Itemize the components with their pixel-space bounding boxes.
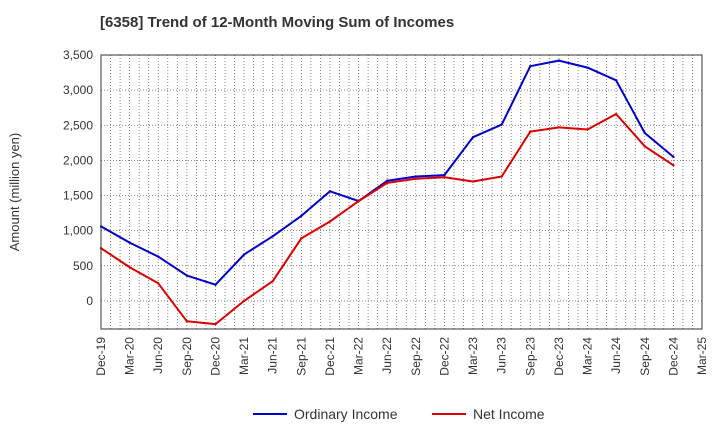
chart-title: [6358] Trend of 12-Month Moving Sum of I… bbox=[100, 14, 455, 31]
data-point bbox=[443, 176, 446, 179]
x-tick-label: Jun-24 bbox=[609, 337, 623, 374]
x-tick-labels: Dec-19 Mar-20 Jun-20 Sep-20 Dec-20 Mar-21 Jun-… bbox=[94, 337, 709, 376]
data-point bbox=[328, 220, 332, 223]
y-tick-label: 2,000 bbox=[63, 153, 93, 167]
data-point bbox=[242, 253, 246, 256]
x-tick-label: Sep-22 bbox=[409, 337, 423, 376]
x-tick-label: Dec-20 bbox=[208, 337, 222, 376]
data-point bbox=[242, 299, 246, 303]
data-point bbox=[185, 274, 189, 277]
data-point bbox=[300, 214, 303, 218]
data-point bbox=[443, 173, 446, 177]
data-point bbox=[672, 155, 675, 159]
data-point bbox=[300, 237, 303, 240]
data-point bbox=[214, 322, 217, 326]
x-tick-label: Jun-20 bbox=[151, 337, 165, 374]
data-point bbox=[385, 179, 389, 182]
data-point bbox=[185, 320, 189, 323]
data-point bbox=[471, 180, 475, 183]
data-point bbox=[614, 112, 618, 116]
legend-label: Ordinary Income bbox=[294, 406, 398, 422]
data-point bbox=[271, 235, 274, 238]
data-point bbox=[471, 136, 475, 139]
data-point bbox=[557, 126, 561, 129]
data-point bbox=[500, 123, 503, 126]
data-point bbox=[614, 79, 618, 82]
x-tick-label: Sep-23 bbox=[523, 337, 537, 376]
legend-label: Net Income bbox=[473, 406, 545, 422]
y-tick-label: 2,500 bbox=[63, 118, 93, 132]
y-axis-title: Amount (million yen) bbox=[7, 133, 22, 252]
x-tick-label: Mar-24 bbox=[581, 337, 595, 375]
data-point bbox=[414, 177, 418, 180]
data-point bbox=[128, 265, 131, 269]
x-tick-label: Jun-21 bbox=[266, 337, 280, 374]
data-point bbox=[385, 181, 389, 185]
data-point bbox=[414, 175, 418, 178]
plot-frame bbox=[100, 54, 703, 330]
x-tick-label: Dec-22 bbox=[437, 337, 451, 376]
data-point bbox=[557, 59, 561, 62]
y-tick-label: 3,000 bbox=[63, 83, 93, 97]
data-point bbox=[529, 65, 532, 68]
x-tick-label: Mar-25 bbox=[695, 337, 709, 375]
data-point bbox=[643, 131, 646, 135]
y-tick-label: 500 bbox=[73, 259, 93, 273]
x-tick-label: Sep-21 bbox=[294, 337, 308, 376]
data-point bbox=[128, 241, 131, 244]
data-point bbox=[157, 282, 160, 285]
data-point bbox=[214, 283, 217, 286]
data-point bbox=[672, 164, 675, 167]
data-point bbox=[328, 190, 332, 193]
data-point bbox=[500, 175, 503, 178]
series-lines bbox=[99, 59, 675, 326]
data-point bbox=[529, 130, 532, 133]
x-tick-label: Jun-23 bbox=[495, 337, 509, 374]
x-tick-label: Dec-23 bbox=[552, 337, 566, 376]
data-point bbox=[271, 280, 274, 283]
x-tick-label: Mar-23 bbox=[466, 337, 480, 375]
plot-background bbox=[101, 55, 702, 329]
y-tick-label: 1,500 bbox=[63, 189, 93, 203]
y-tick-labels: 0 500 1,000 1,500 2,000 2,500 3,000 3,500 bbox=[63, 48, 93, 308]
legend: Ordinary Income Net Income bbox=[253, 406, 545, 422]
x-tick-label: Mar-22 bbox=[352, 337, 366, 375]
data-point bbox=[357, 199, 360, 203]
data-point bbox=[586, 66, 589, 69]
data-point bbox=[586, 128, 589, 131]
y-tick-label: 0 bbox=[86, 294, 93, 308]
x-tick-label: Mar-20 bbox=[123, 337, 137, 375]
data-point bbox=[643, 145, 646, 148]
y-tick-label: 1,000 bbox=[63, 224, 93, 238]
x-tick-label: Dec-19 bbox=[94, 337, 108, 376]
x-tick-label: Dec-24 bbox=[666, 337, 680, 376]
x-tick-label: Dec-21 bbox=[323, 337, 337, 376]
y-tick-label: 3,500 bbox=[63, 48, 93, 62]
grid bbox=[101, 54, 702, 329]
x-tick-label: Mar-21 bbox=[237, 337, 251, 375]
data-point bbox=[157, 255, 160, 258]
x-tick-label: Jun-22 bbox=[380, 337, 394, 374]
x-tick-label: Sep-20 bbox=[180, 337, 194, 376]
x-tick-label: Sep-24 bbox=[638, 337, 652, 376]
